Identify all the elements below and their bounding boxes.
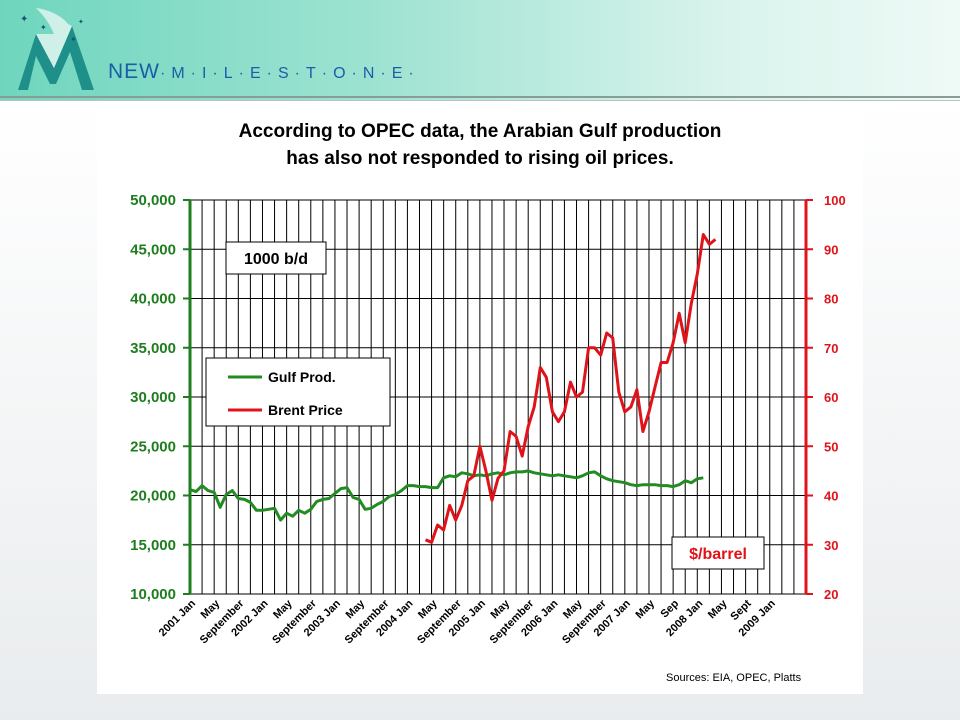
svg-text:✦: ✦ [70, 35, 77, 44]
left-axis-tick-label: 25,000 [130, 438, 176, 455]
left-axis-tick-label: 15,000 [130, 537, 176, 554]
chart-title: According to OPEC data, the Arabian Gulf… [97, 118, 863, 172]
legend-label: Gulf Prod. [268, 369, 336, 385]
x-axis-tick-label: 2001 Jan [157, 597, 199, 639]
right-unit-box [671, 536, 765, 570]
svg-text:✦: ✦ [40, 23, 47, 32]
svg-text:✦: ✦ [20, 14, 28, 25]
right-axis-tick-label: 70 [824, 341, 838, 356]
legend-label: Brent Price [268, 402, 343, 418]
brand-rest: ·M·I·L·E·S·T·O·N·E· [160, 65, 420, 82]
legend: Gulf Prod. Brent Price [205, 357, 391, 427]
left-axis-tick-label: 10,000 [130, 586, 176, 603]
brent-price-line [424, 233, 717, 544]
left-axis-tick-label: 45,000 [130, 241, 176, 258]
right-axis-tick-label: 90 [824, 242, 838, 257]
left-unit-label: 1000 b/d [225, 241, 327, 275]
left-unit-text: 1000 b/d [244, 251, 308, 268]
header-divider [0, 96, 960, 98]
brand-prefix: NEW [108, 60, 160, 83]
brand-name: NEW·M·I·L·E·S·T·O·N·E· [108, 60, 420, 84]
company-logo-icon: ✦ ✦ ✦ ✦ [18, 8, 94, 90]
left-axis-tick-label: 20,000 [130, 488, 176, 505]
left-unit-box [225, 241, 327, 275]
x-axis-tick-label: May [633, 597, 657, 621]
left-axis-tick-label: 50,000 [130, 192, 176, 209]
right-axis-tick-label: 40 [824, 489, 838, 504]
left-axis-tick-label: 35,000 [130, 340, 176, 357]
legend-box [205, 357, 391, 427]
right-axis-tick-label: 20 [824, 587, 838, 602]
chart-title-line-1: According to OPEC data, the Arabian Gulf… [238, 121, 722, 142]
right-axis-tick-label: 80 [824, 292, 838, 307]
gulf-production-line [189, 469, 704, 522]
x-axis-tick-label: May [706, 597, 730, 621]
chart-title-line-2: has also not responded to rising oil pri… [286, 148, 674, 169]
header-divider-thin [0, 100, 960, 101]
sources-note: Sources: EIA, OPEC, Platts [666, 672, 802, 684]
right-unit-text: $/barrel [689, 546, 747, 563]
right-unit-label: $/barrel [671, 536, 765, 570]
left-axis-tick-label: 40,000 [130, 291, 176, 308]
left-axis-tick-label: 30,000 [130, 389, 176, 406]
header-banner [0, 0, 960, 100]
right-axis-tick-label: 60 [824, 390, 838, 405]
svg-text:✦: ✦ [78, 18, 84, 26]
right-axis-tick-label: 50 [824, 439, 838, 454]
right-axis-tick-label: 100 [824, 193, 846, 208]
right-axis-tick-label: 30 [824, 538, 838, 553]
